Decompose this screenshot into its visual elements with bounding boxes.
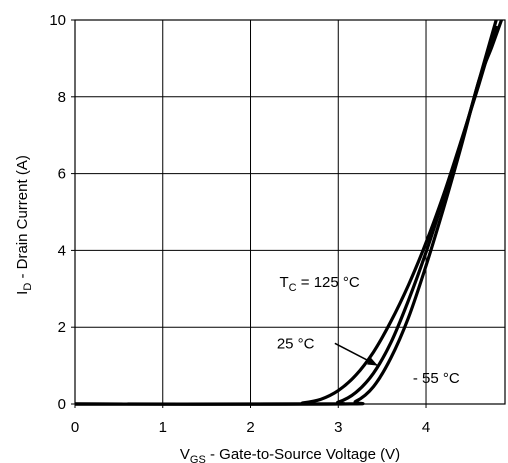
- x-axis-title-main: V: [180, 446, 190, 463]
- annotation-arrowhead: [367, 357, 378, 366]
- y-axis-title-main: I: [14, 291, 31, 295]
- y-axis-title: ID - Drain Current (A): [14, 155, 34, 295]
- grid: [71, 19, 505, 408]
- x-axis-title-sub: GS: [190, 454, 206, 463]
- annotation-rest: = 125 °C: [297, 274, 360, 291]
- annotation-0: TC = 125 °C: [279, 274, 359, 294]
- annotation-1: 25 °C: [277, 335, 315, 352]
- y-axis-title-rest: - Drain Current (A): [14, 155, 31, 283]
- annotation-main: T: [279, 274, 288, 291]
- x-tick-label: 0: [71, 419, 79, 436]
- y-axis-title-sub: D: [22, 283, 34, 291]
- annotation-2: - 55 °C: [413, 370, 460, 387]
- x-tick-label: 1: [159, 419, 167, 436]
- annotation-sub: C: [289, 282, 297, 294]
- x-tick-label: 3: [334, 419, 342, 436]
- tick-labels: 0 1 2 3 4 0 2 4 6 8 10: [49, 12, 430, 436]
- y-tick-label: 8: [58, 89, 66, 106]
- y-tick-label: 6: [58, 166, 66, 183]
- x-tick-label: 4: [422, 419, 430, 436]
- y-tick-label: 0: [58, 396, 66, 413]
- plot-frame: [74, 19, 506, 405]
- y-tick-label: 4: [58, 242, 66, 259]
- x-axis-title-rest: - Gate-to-Source Voltage (V): [206, 446, 400, 463]
- x-axis-title: VGS - Gate-to-Source Voltage (V): [180, 446, 400, 463]
- y-tick-label: 10: [49, 12, 66, 29]
- annotations: TC = 125 °C 25 °C - 55 °C: [277, 274, 460, 387]
- y-tick-label: 2: [58, 319, 66, 336]
- x-tick-label: 2: [246, 419, 254, 436]
